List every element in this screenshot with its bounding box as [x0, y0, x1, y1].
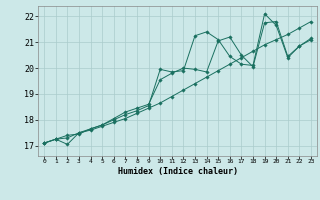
X-axis label: Humidex (Indice chaleur): Humidex (Indice chaleur) [118, 167, 238, 176]
